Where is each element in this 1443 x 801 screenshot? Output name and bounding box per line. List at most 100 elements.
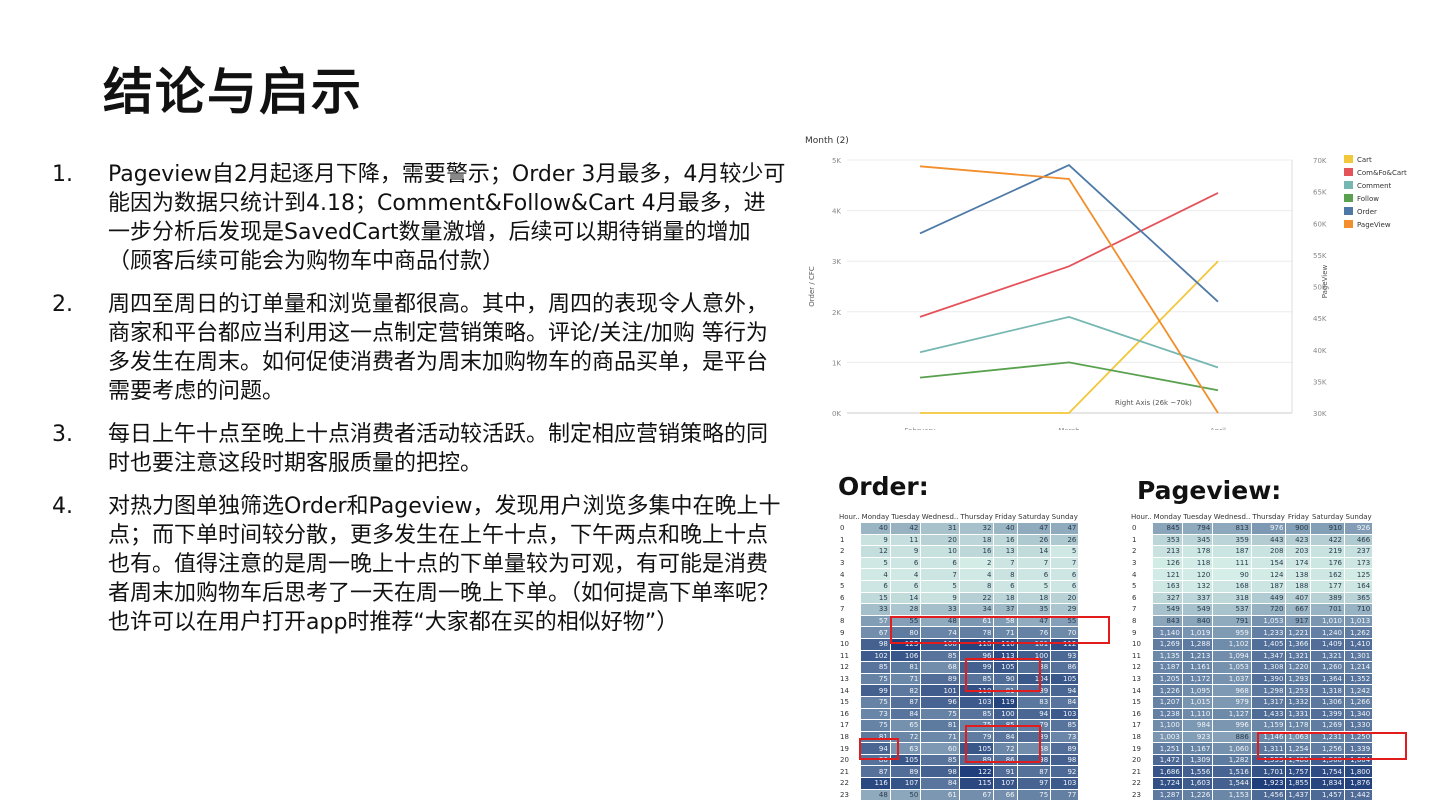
heatmap-row: 10 98 123 108 118 116 101 112: [838, 637, 1080, 651]
heatmap-cell: 6: [860, 579, 891, 593]
heatmap-cell: 1,309: [1181, 753, 1214, 767]
column-header: Tuesday: [891, 512, 920, 521]
heatmap-cell: 178: [1181, 545, 1214, 558]
heatmap-cell: 1,298: [1250, 684, 1287, 697]
heatmap-cell: 1,754: [1310, 765, 1345, 779]
heatmap-cell: 65: [889, 719, 922, 732]
heatmap-cell: 1,110: [1181, 707, 1214, 721]
heatmap-cell: 29: [1050, 603, 1080, 616]
heatmap-cell: 16: [958, 545, 995, 558]
heatmap-cell: 72: [993, 742, 1018, 755]
hour-label: 7: [838, 603, 861, 616]
heatmap-cell: 47: [1050, 522, 1080, 535]
heatmap-cell: 7: [1016, 556, 1052, 570]
order-highlight-monday-22: [859, 738, 899, 760]
heatmap-cell: 87: [1016, 765, 1052, 779]
heatmap-cell: 549: [1152, 603, 1183, 616]
heatmap-cell: 162: [1310, 568, 1345, 581]
heatmap-cell: 1,251: [1152, 742, 1183, 755]
row-header-label: Hour..: [839, 512, 860, 521]
conclusion-item: 1. Pageview自2月起逐月下降，需要警示；Order 3月最多，4月较少…: [52, 160, 787, 276]
heatmap-cell: 1,409: [1310, 637, 1345, 651]
heatmap-cell: 1,226: [1181, 788, 1214, 801]
heatmap-cell: 60: [920, 742, 960, 755]
hour-label: 21: [838, 765, 861, 778]
order-heatmap-title: Order:: [838, 472, 929, 501]
heatmap-cell: 1,266: [1343, 695, 1374, 709]
heatmap-cell: 103: [958, 695, 995, 709]
y2-tick-label: 50K: [1313, 284, 1327, 292]
heatmap-cell: 176: [1310, 556, 1345, 570]
heatmap-row: 1 353 345 359 443 423 422 466: [1130, 533, 1374, 547]
heatmap-row: 9 1,140 1,019 959 1,233 1,221 1,240 1,262: [1130, 626, 1374, 639]
heatmap-cell: 81: [860, 730, 891, 744]
heatmap-cell: 1,167: [1181, 742, 1214, 755]
heatmap-cell: 26: [1050, 533, 1080, 547]
heatmap-cell: 6: [889, 579, 922, 593]
hour-label: 17: [838, 719, 861, 732]
heatmap-row: 12 85 81 68 99 105 88 86: [838, 661, 1080, 674]
heatmap-cell: 73: [1050, 730, 1080, 744]
hour-label: 22: [838, 777, 861, 790]
hour-label: 15: [1130, 696, 1153, 708]
heatmap-cell: 5: [1016, 579, 1052, 593]
heatmap-cell: 813: [1212, 522, 1252, 535]
heatmap-cell: 1,221: [1285, 626, 1312, 639]
heatmap-row: 13 1,205 1,172 1,037 1,390 1,293 1,364 1,352: [1130, 672, 1374, 686]
hour-label: 19: [838, 742, 861, 755]
heatmap-cell: 5: [1050, 545, 1080, 558]
heatmap-row: 9 67 80 74 78 71 76 70: [838, 626, 1080, 639]
heatmap-cell: 318: [1212, 591, 1252, 605]
heatmap-cell: 537: [1212, 603, 1252, 616]
heatmap-cell: 18: [1016, 591, 1052, 605]
x-tick-label: April: [1210, 427, 1226, 430]
hour-label: 13: [1130, 673, 1153, 685]
heatmap-cell: 359: [1212, 533, 1252, 547]
heatmap-row: 6 327 337 318 449 407 389 365: [1130, 591, 1374, 605]
heatmap-cell: 85: [1050, 719, 1080, 732]
heatmap-cell: 1,053: [1250, 614, 1287, 628]
heatmap-cell: 164: [1343, 579, 1374, 593]
x-tick-label: February: [904, 427, 935, 430]
heatmap-cell: 1,140: [1152, 626, 1183, 639]
heatmap-cell: 1,003: [1152, 730, 1183, 744]
heatmap-cell: 188: [1285, 579, 1312, 593]
column-header: Sunday: [1345, 512, 1372, 521]
heatmap-cell: 115: [958, 777, 995, 790]
heatmap-cell: 26: [1016, 533, 1052, 547]
heatmap-cell: 1,318: [1310, 684, 1345, 697]
heatmap-cell: 112: [1050, 637, 1080, 651]
heatmap-cell: 345: [1181, 533, 1214, 547]
heatmap-row: 11 1,135 1,213 1,094 1,347 1,321 1,321 1,301: [1130, 649, 1374, 663]
hour-label: 16: [1130, 708, 1153, 720]
heatmap-cell: 900: [1285, 522, 1312, 535]
heatmap-cell: 213: [1152, 545, 1183, 558]
heatmap-cell: 959: [1212, 626, 1252, 639]
legend-label: Follow: [1357, 195, 1379, 203]
heatmap-cell: 50: [889, 788, 922, 801]
hour-label: 23: [838, 789, 861, 801]
hour-label: 9: [838, 626, 861, 639]
heatmap-cell: 1,321: [1285, 649, 1312, 663]
heatmap-cell: 14: [1016, 545, 1052, 558]
heatmap-cell: 1,556: [1181, 765, 1214, 779]
heatmap-cell: 1,437: [1285, 788, 1312, 801]
heatmap-cell: 18: [958, 533, 995, 547]
hour-label: 10: [838, 638, 861, 651]
order-highlight-10-11: [890, 616, 1110, 644]
heatmap-cell: 449: [1250, 591, 1287, 605]
legend-label: Com&Fo&Cart: [1357, 169, 1407, 177]
hour-label: 7: [1130, 603, 1153, 616]
heatmap-cell: 5: [920, 579, 960, 593]
heatmap-cell: 40: [993, 522, 1018, 535]
y2-tick-label: 55K: [1313, 252, 1327, 260]
heatmap-cell: 1,352: [1343, 672, 1374, 686]
heatmap-cell: 33: [920, 603, 960, 616]
heatmap-cell: 75: [860, 672, 891, 686]
heatmap-cell: 910: [1310, 522, 1345, 535]
y2-tick-label: 30K: [1313, 410, 1327, 418]
heatmap-cell: 82: [889, 684, 922, 697]
heatmap-cell: 34: [958, 603, 995, 616]
heatmap-cell: 1,242: [1343, 684, 1374, 697]
